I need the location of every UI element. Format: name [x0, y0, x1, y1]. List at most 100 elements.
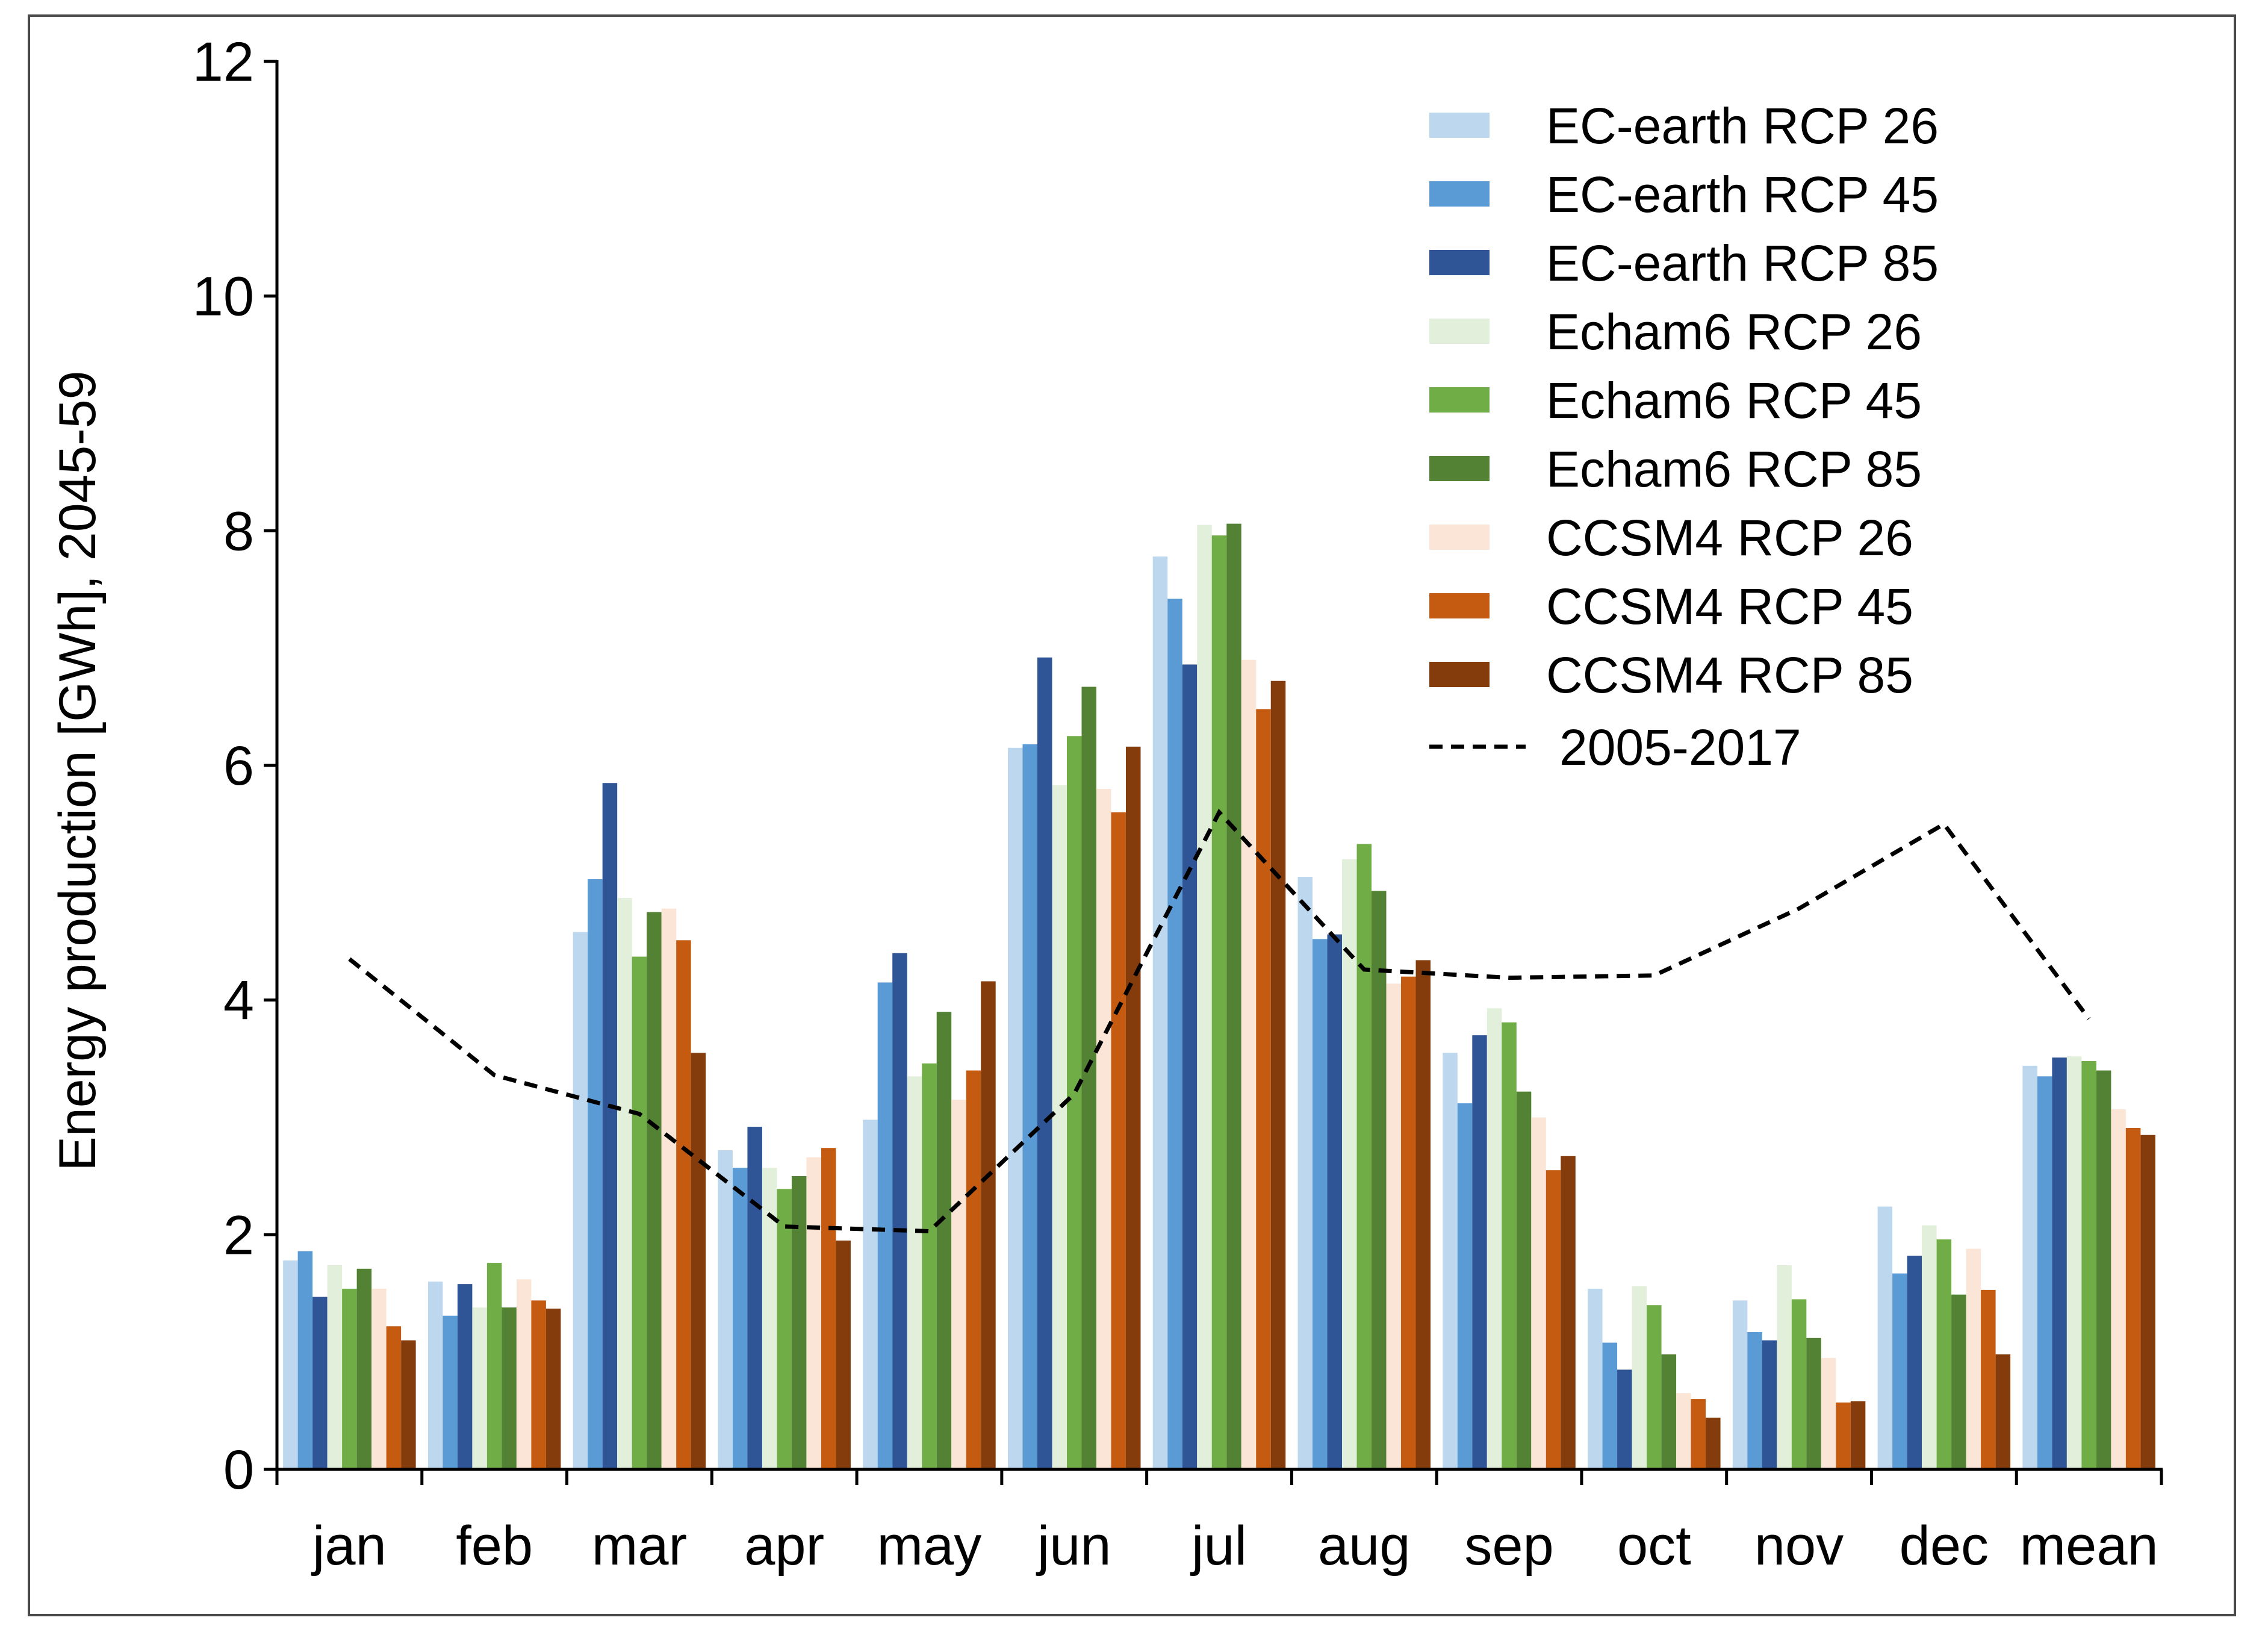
bar-sep-8 [1546, 1170, 1561, 1469]
bar-dec-7 [1966, 1248, 1981, 1469]
bar-aug-1 [1297, 877, 1313, 1469]
bar-mean-5 [2081, 1060, 2096, 1469]
bar-jul-2 [1167, 599, 1182, 1469]
bar-jul-5 [1211, 535, 1227, 1469]
bar-mar-8 [676, 940, 691, 1469]
bar-dec-4 [1922, 1225, 1937, 1469]
bar-jul-3 [1182, 664, 1198, 1469]
bar-may-6 [936, 1012, 952, 1469]
y-tick-label-10: 10 [193, 266, 254, 328]
legend-label-1: EC-earth RCP 26 [1546, 98, 1939, 154]
bar-may-1 [863, 1120, 878, 1469]
bar-nov-2 [1747, 1332, 1762, 1469]
x-tick-label-jan: jan [311, 1515, 387, 1577]
y-tick-label-12: 12 [193, 31, 254, 93]
bar-mar-5 [632, 956, 647, 1469]
y-axis-title: Energy production [GWh], 2045-59 [49, 371, 107, 1171]
bar-jan-8 [386, 1326, 402, 1469]
bar-aug-2 [1313, 939, 1328, 1469]
bar-apr-7 [806, 1157, 821, 1469]
legend-swatch-6 [1429, 456, 1490, 481]
bar-may-8 [966, 1070, 981, 1469]
bar-oct-6 [1661, 1354, 1677, 1469]
x-tick-label-may: may [877, 1515, 982, 1577]
bar-sep-7 [1531, 1117, 1546, 1469]
bar-aug-4 [1342, 859, 1357, 1469]
bar-feb-4 [472, 1307, 487, 1469]
y-tick-label-2: 2 [223, 1204, 254, 1266]
bar-apr-6 [791, 1176, 807, 1469]
bar-feb-6 [502, 1307, 517, 1469]
bar-dec-1 [1877, 1206, 1893, 1469]
legend-swatch-7 [1429, 525, 1490, 550]
bar-dec-6 [1951, 1294, 1966, 1469]
bar-mar-4 [617, 898, 632, 1469]
bar-nov-6 [1806, 1337, 1821, 1469]
bar-oct-7 [1676, 1393, 1691, 1469]
bar-jul-6 [1226, 523, 1241, 1469]
bar-jan-4 [327, 1265, 343, 1469]
x-tick-label-apr: apr [744, 1515, 824, 1577]
bar-jan-2 [297, 1251, 313, 1469]
bar-jan-7 [371, 1288, 387, 1469]
bar-apr-2 [732, 1168, 748, 1469]
bar-nov-7 [1821, 1357, 1836, 1469]
bar-sep-2 [1457, 1103, 1473, 1469]
bars-layer [283, 523, 2155, 1470]
bar-mean-8 [2125, 1128, 2141, 1469]
bar-feb-9 [545, 1309, 561, 1469]
bar-mean-7 [2111, 1109, 2126, 1469]
legend-label-9: CCSM4 RCP 85 [1546, 647, 1913, 703]
bar-may-3 [892, 953, 907, 1469]
bar-aug-5 [1356, 844, 1372, 1469]
bar-jun-4 [1052, 785, 1067, 1469]
x-tick-label-sep: sep [1464, 1515, 1553, 1577]
x-tick-label-dec: dec [1900, 1515, 1989, 1577]
bar-jun-3 [1037, 657, 1052, 1469]
bar-apr-9 [836, 1241, 851, 1469]
bar-oct-5 [1647, 1305, 1662, 1469]
bar-jun-7 [1096, 788, 1111, 1469]
legend-swatch-5 [1429, 387, 1490, 413]
bar-may-4 [907, 1076, 922, 1469]
bar-dec-9 [1995, 1354, 2011, 1469]
x-tick-label-mar: mar [592, 1515, 687, 1577]
bar-aug-8 [1401, 976, 1416, 1469]
bar-jul-9 [1270, 680, 1286, 1469]
bar-dec-2 [1892, 1273, 1907, 1469]
bar-jul-1 [1152, 556, 1168, 1470]
bar-jun-1 [1007, 747, 1023, 1469]
x-tick-label-nov: nov [1754, 1515, 1844, 1577]
bar-dec-8 [1981, 1289, 1996, 1469]
bar-apr-3 [747, 1127, 762, 1469]
bar-jun-2 [1022, 744, 1037, 1469]
bar-jul-8 [1256, 709, 1271, 1469]
bar-mar-3 [602, 783, 618, 1469]
bar-oct-9 [1706, 1418, 1721, 1469]
bar-jan-1 [283, 1260, 298, 1469]
bar-jan-3 [312, 1297, 328, 1469]
bar-jan-6 [356, 1268, 372, 1469]
bar-may-2 [877, 982, 893, 1469]
bar-mean-9 [2140, 1135, 2155, 1469]
legend-swatch-2 [1429, 181, 1490, 207]
bar-sep-1 [1443, 1053, 1458, 1469]
bar-sep-5 [1502, 1022, 1517, 1469]
legend-swatch-8 [1429, 593, 1490, 618]
bar-apr-5 [777, 1189, 792, 1469]
legend: EC-earth RCP 26 EC-earth RCP 45 EC-earth R… [1429, 98, 1939, 776]
bar-mean-1 [2022, 1065, 2037, 1469]
baseline-line-layer [348, 808, 2091, 1234]
bar-jan-9 [401, 1340, 416, 1469]
bar-mean-4 [2066, 1056, 2082, 1469]
bar-mar-9 [691, 1053, 706, 1469]
x-tick-label-feb: feb [456, 1515, 533, 1577]
bar-dec-5 [1936, 1239, 1952, 1469]
legend-swatch-1 [1429, 113, 1490, 138]
x-tick-label-aug: aug [1318, 1515, 1411, 1577]
bar-oct-4 [1632, 1286, 1647, 1469]
bar-jun-8 [1111, 812, 1126, 1469]
bar-apr-1 [718, 1150, 733, 1469]
bar-sep-9 [1561, 1156, 1576, 1469]
